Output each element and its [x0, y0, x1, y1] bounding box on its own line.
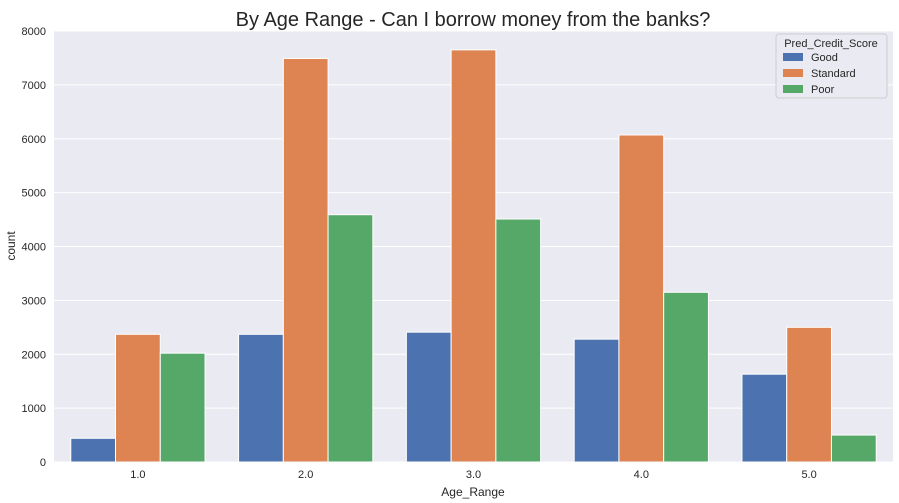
- y-tick-label: 4000: [22, 242, 46, 254]
- bar-poor-1.0: [159, 352, 206, 463]
- legend-label-standard: Standard: [811, 68, 856, 80]
- legend-label-poor: Poor: [811, 84, 835, 96]
- bar-good-3.0: [405, 331, 452, 463]
- y-tick-label: 2000: [22, 349, 46, 361]
- y-axis-label: count: [4, 231, 18, 261]
- y-tick-label: 0: [40, 457, 46, 469]
- bars: [70, 49, 877, 463]
- y-tick-label: 8000: [22, 26, 46, 38]
- legend: Pred_Credit_Score Good Standard Poor: [775, 33, 888, 99]
- x-axis-label: Age_Range: [441, 485, 505, 499]
- bar-good-4.0: [573, 338, 620, 463]
- x-tick-label: 4.0: [634, 469, 649, 481]
- y-axis-ticks: 0 1000 2000 3000 4000 5000 6000 7000 8000: [22, 26, 46, 469]
- x-tick-label: 2.0: [298, 469, 313, 481]
- bar-standard-2.0: [282, 57, 329, 463]
- bar-standard-3.0: [450, 49, 497, 463]
- bar-standard-4.0: [618, 134, 665, 463]
- chart-title: By Age Range - Can I borrow money from t…: [236, 9, 711, 31]
- bar-poor-3.0: [495, 218, 542, 463]
- bar-poor-4.0: [663, 291, 709, 463]
- x-tick-label: 1.0: [130, 469, 145, 481]
- y-tick-label: 1000: [22, 403, 46, 415]
- bar-poor-2.0: [327, 214, 374, 463]
- x-axis-ticks: 1.0 2.0 3.0 4.0 5.0: [130, 469, 816, 481]
- bar-good-1.0: [70, 437, 117, 463]
- bar-good-2.0: [238, 333, 284, 463]
- bar-good-5.0: [741, 373, 788, 463]
- legend-swatch-standard: [783, 69, 803, 77]
- x-tick-label: 3.0: [466, 469, 481, 481]
- legend-swatch-good: [783, 53, 803, 61]
- legend-swatch-poor: [783, 85, 803, 93]
- legend-title: Pred_Credit_Score: [784, 38, 878, 50]
- x-tick-label: 5.0: [801, 469, 816, 481]
- legend-label-good: Good: [811, 52, 838, 64]
- legend-box: [775, 33, 888, 99]
- bar-standard-5.0: [786, 326, 832, 463]
- y-tick-label: 6000: [22, 134, 46, 146]
- y-tick-label: 5000: [22, 188, 46, 200]
- y-tick-label: 3000: [22, 295, 46, 307]
- bar-poor-5.0: [830, 434, 877, 463]
- y-tick-label: 7000: [22, 80, 46, 92]
- bar-standard-1.0: [115, 333, 161, 463]
